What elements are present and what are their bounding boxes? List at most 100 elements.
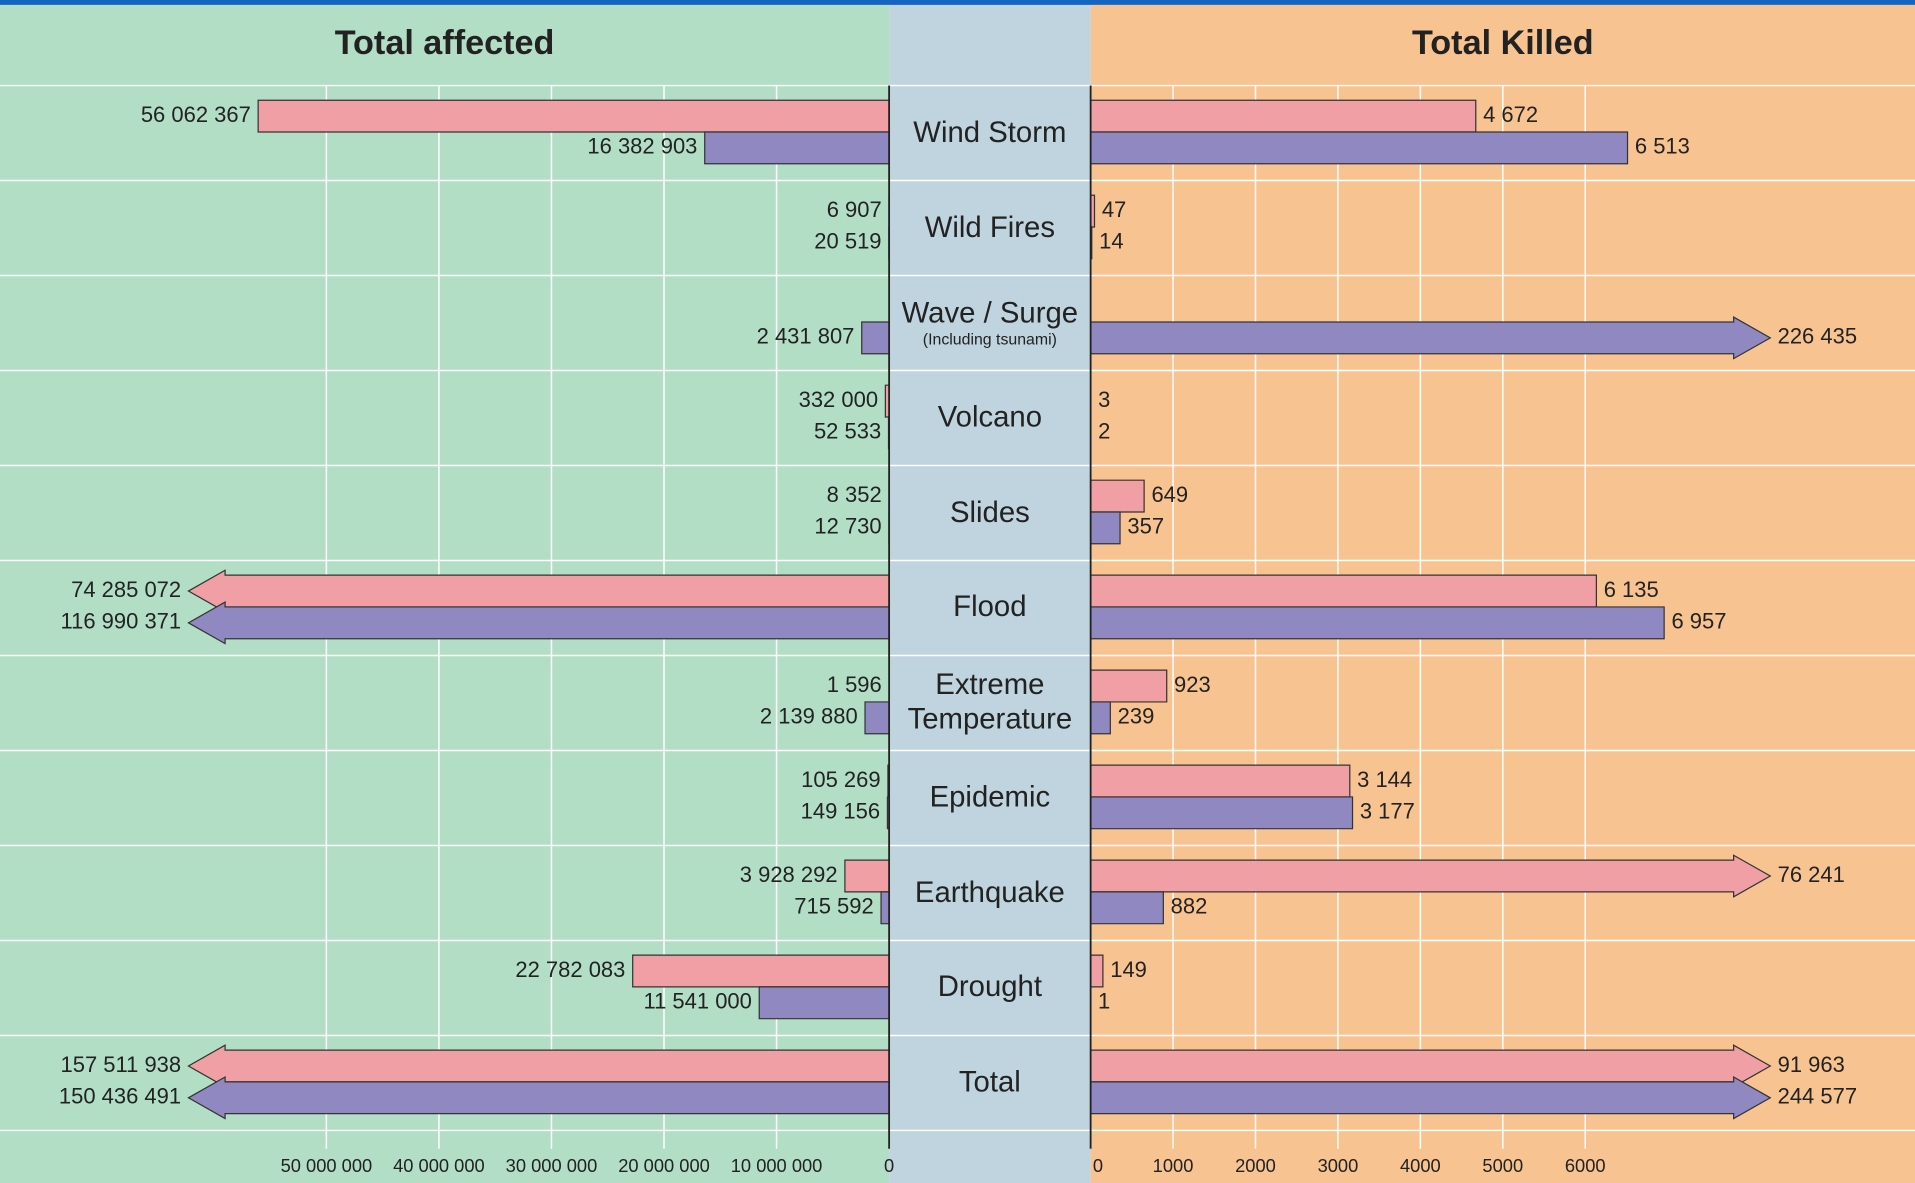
- value-label: 91 963: [1778, 1052, 1845, 1077]
- value-label: 150 436 491: [59, 1084, 181, 1109]
- category-cell: Wave / Surge (Including tsunami): [889, 276, 1091, 371]
- category-cell: Wind Storm: [889, 86, 1091, 181]
- category-label-box: Epidemic: [889, 750, 1091, 845]
- category-label-box: Wind Storm: [889, 86, 1091, 181]
- value-label: 76 241: [1778, 862, 1845, 887]
- category-label: Extreme Temperature: [907, 668, 1073, 736]
- bar: [187, 1044, 890, 1088]
- value-label: 1 596: [827, 672, 882, 697]
- value-label: 6 513: [1635, 134, 1690, 159]
- category-cell: Drought: [889, 940, 1091, 1035]
- category-label-box: Volcano: [889, 371, 1091, 466]
- category-cell: Earthquake: [889, 845, 1091, 940]
- category-note: (Including tsunami): [922, 330, 1057, 349]
- category-label: Flood: [953, 590, 1027, 624]
- panel-title: Total Killed: [1412, 24, 1594, 62]
- bar: [1090, 954, 1104, 988]
- x-tick-label: 2000: [1235, 1155, 1276, 1176]
- category-cell: Total: [889, 1035, 1091, 1130]
- x-tick-label: 0: [1093, 1155, 1103, 1176]
- value-label: 14: [1099, 229, 1123, 254]
- value-label: 4 672: [1483, 102, 1538, 127]
- category-cell: Wild Fires: [889, 181, 1091, 276]
- value-label: 239: [1118, 704, 1155, 729]
- x-tick-label: 0: [884, 1155, 894, 1176]
- category-label-box: Flood: [889, 560, 1091, 655]
- bar: [187, 1075, 890, 1120]
- value-label: 8 352: [827, 482, 882, 507]
- value-label: 6 957: [1671, 609, 1726, 634]
- bar: [758, 986, 890, 1020]
- bar: [864, 701, 890, 735]
- value-label: 116 990 371: [61, 609, 182, 634]
- value-label: 244 577: [1778, 1084, 1857, 1109]
- value-label: 357: [1127, 514, 1164, 539]
- value-label: 332 000: [799, 387, 878, 412]
- value-label: 16 382 903: [587, 134, 697, 159]
- category-label: Total: [958, 1065, 1021, 1099]
- category-label: Wind Storm: [913, 115, 1067, 149]
- value-label: 47: [1102, 197, 1126, 222]
- value-label: 20 519: [814, 229, 881, 254]
- bar: [1090, 701, 1111, 735]
- category-cell: Flood: [889, 560, 1091, 655]
- x-tick-label: 10 000 000: [731, 1155, 823, 1176]
- value-label: 226 435: [1778, 324, 1857, 349]
- value-label: 3 928 292: [740, 862, 838, 887]
- value-label: 3: [1098, 387, 1110, 412]
- value-label: 1: [1098, 989, 1110, 1014]
- bar: [1090, 891, 1164, 925]
- bar: [1090, 796, 1354, 830]
- middle-panel: [889, 0, 1091, 1183]
- bar: [187, 569, 890, 613]
- value-label: 149 156: [801, 799, 880, 824]
- category-label: Wave / Surge: [901, 297, 1079, 331]
- bar: [1090, 1075, 1772, 1120]
- bar: [187, 601, 890, 645]
- bar: [880, 891, 890, 925]
- panel-title: Total affected: [335, 24, 555, 62]
- bar: [861, 321, 890, 355]
- value-label: 56 062 367: [141, 102, 251, 127]
- value-label: 649: [1151, 482, 1188, 507]
- category-cell: Extreme Temperature: [889, 655, 1091, 750]
- value-label: 6 907: [827, 197, 882, 222]
- value-label: 149: [1110, 957, 1147, 982]
- bar: [1090, 606, 1665, 640]
- category-label-box: Drought: [889, 940, 1091, 1035]
- x-tick-label: 3000: [1318, 1155, 1359, 1176]
- value-label: 2 431 807: [757, 324, 855, 349]
- bar: [1090, 854, 1772, 898]
- x-tick-label: 40 000 000: [393, 1155, 485, 1176]
- bar: [1090, 669, 1168, 703]
- category-cell: Slides: [889, 466, 1091, 561]
- category-label: Drought: [937, 970, 1042, 1004]
- value-label: 3 144: [1357, 767, 1412, 792]
- bar: [704, 131, 890, 165]
- value-label: 715 592: [794, 894, 873, 919]
- category-cell: Epidemic: [889, 750, 1091, 845]
- bar: [1090, 131, 1629, 165]
- bar: [1090, 479, 1145, 513]
- value-label: 3 177: [1360, 799, 1415, 824]
- value-label: 12 730: [814, 514, 881, 539]
- x-tick-label: 30 000 000: [506, 1155, 598, 1176]
- category-label: Wild Fires: [924, 210, 1055, 244]
- bar: [1090, 574, 1597, 608]
- category-label-box: Wave / Surge(Including tsunami): [889, 276, 1091, 371]
- category-label: Epidemic: [929, 780, 1051, 814]
- bar: [1090, 511, 1121, 545]
- category-label: Earthquake: [914, 875, 1065, 909]
- value-label: 11 541 000: [644, 989, 752, 1014]
- value-label: 157 511 938: [61, 1052, 182, 1077]
- bar: [632, 954, 890, 988]
- value-label: 52 533: [814, 419, 881, 444]
- value-label: 6 135: [1604, 577, 1659, 602]
- value-label: 2 139 880: [760, 704, 858, 729]
- bar: [257, 99, 890, 133]
- category-label-box: Total: [889, 1035, 1091, 1130]
- top-stripe: [0, 0, 1915, 5]
- value-label: 2: [1098, 419, 1110, 444]
- category-cell: Volcano: [889, 371, 1091, 466]
